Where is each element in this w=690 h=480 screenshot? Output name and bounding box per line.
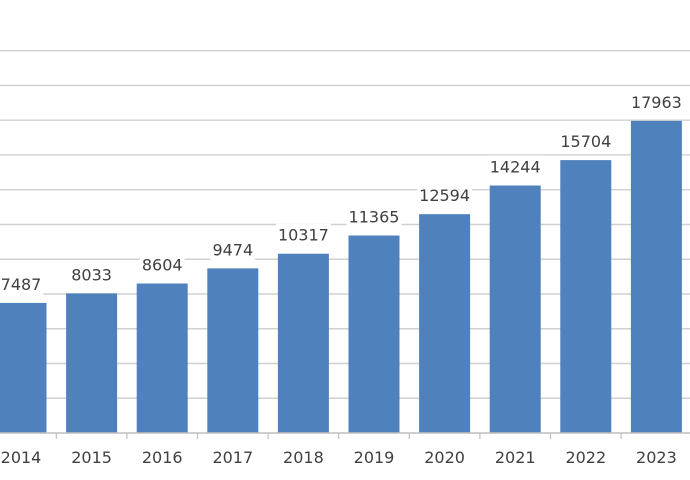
x-tick-label-2017: 2017 xyxy=(212,448,253,467)
data-label-bg xyxy=(417,184,473,207)
bar-2020 xyxy=(419,214,471,433)
data-label-2019: 11365 xyxy=(349,208,400,227)
x-tick-label-2023: 2023 xyxy=(636,448,677,467)
data-label-bg xyxy=(275,223,331,246)
x-tick-label-2015: 2015 xyxy=(71,448,112,467)
bar-2021 xyxy=(489,185,541,433)
bar-2015 xyxy=(66,293,118,433)
data-label-2017: 9474 xyxy=(212,240,253,259)
x-tick-label-2021: 2021 xyxy=(495,448,536,467)
data-label-2018: 10317 xyxy=(278,226,329,245)
x-tick-label-2019: 2019 xyxy=(354,448,395,467)
bars xyxy=(0,120,682,433)
x-tick-labels: 2014 2015 2016 2017 2018 2019 2020 2021 2022 2023 xyxy=(1,448,677,467)
bar-2016 xyxy=(136,283,188,433)
data-label-2016: 8604 xyxy=(142,255,183,274)
x-tick-label-2022: 2022 xyxy=(565,448,606,467)
bar-2014 xyxy=(0,302,47,433)
data-label-bg xyxy=(628,90,684,113)
data-label-bg xyxy=(210,238,256,261)
data-label-2023: 17963 xyxy=(631,93,682,112)
bar-2023 xyxy=(630,120,682,433)
bar-2022 xyxy=(560,160,612,433)
bar-2019 xyxy=(348,235,400,433)
data-label-bg xyxy=(69,263,114,286)
bar-2018 xyxy=(277,253,329,433)
x-tick-label-2018: 2018 xyxy=(283,448,324,467)
data-label-2022: 15704 xyxy=(560,132,611,151)
data-labels: 7487 8033 8604 9474 10317 11365 12594 14244 1570… xyxy=(0,90,684,295)
bar-2017 xyxy=(207,268,259,433)
data-label-bg xyxy=(139,253,185,276)
data-label-bg xyxy=(346,205,402,228)
data-label-bg xyxy=(558,130,614,153)
data-label-2021: 14244 xyxy=(490,157,541,176)
x-axis xyxy=(0,432,690,439)
data-label-2014: 7487 xyxy=(1,275,42,294)
x-tick-label-2014: 2014 xyxy=(1,448,42,467)
data-label-bg xyxy=(487,155,543,178)
data-label-bg xyxy=(0,272,44,295)
data-label-2020: 12594 xyxy=(419,186,470,205)
x-tick-label-2020: 2020 xyxy=(424,448,465,467)
x-tick-label-2016: 2016 xyxy=(142,448,183,467)
data-label-2015: 8033 xyxy=(71,265,112,284)
